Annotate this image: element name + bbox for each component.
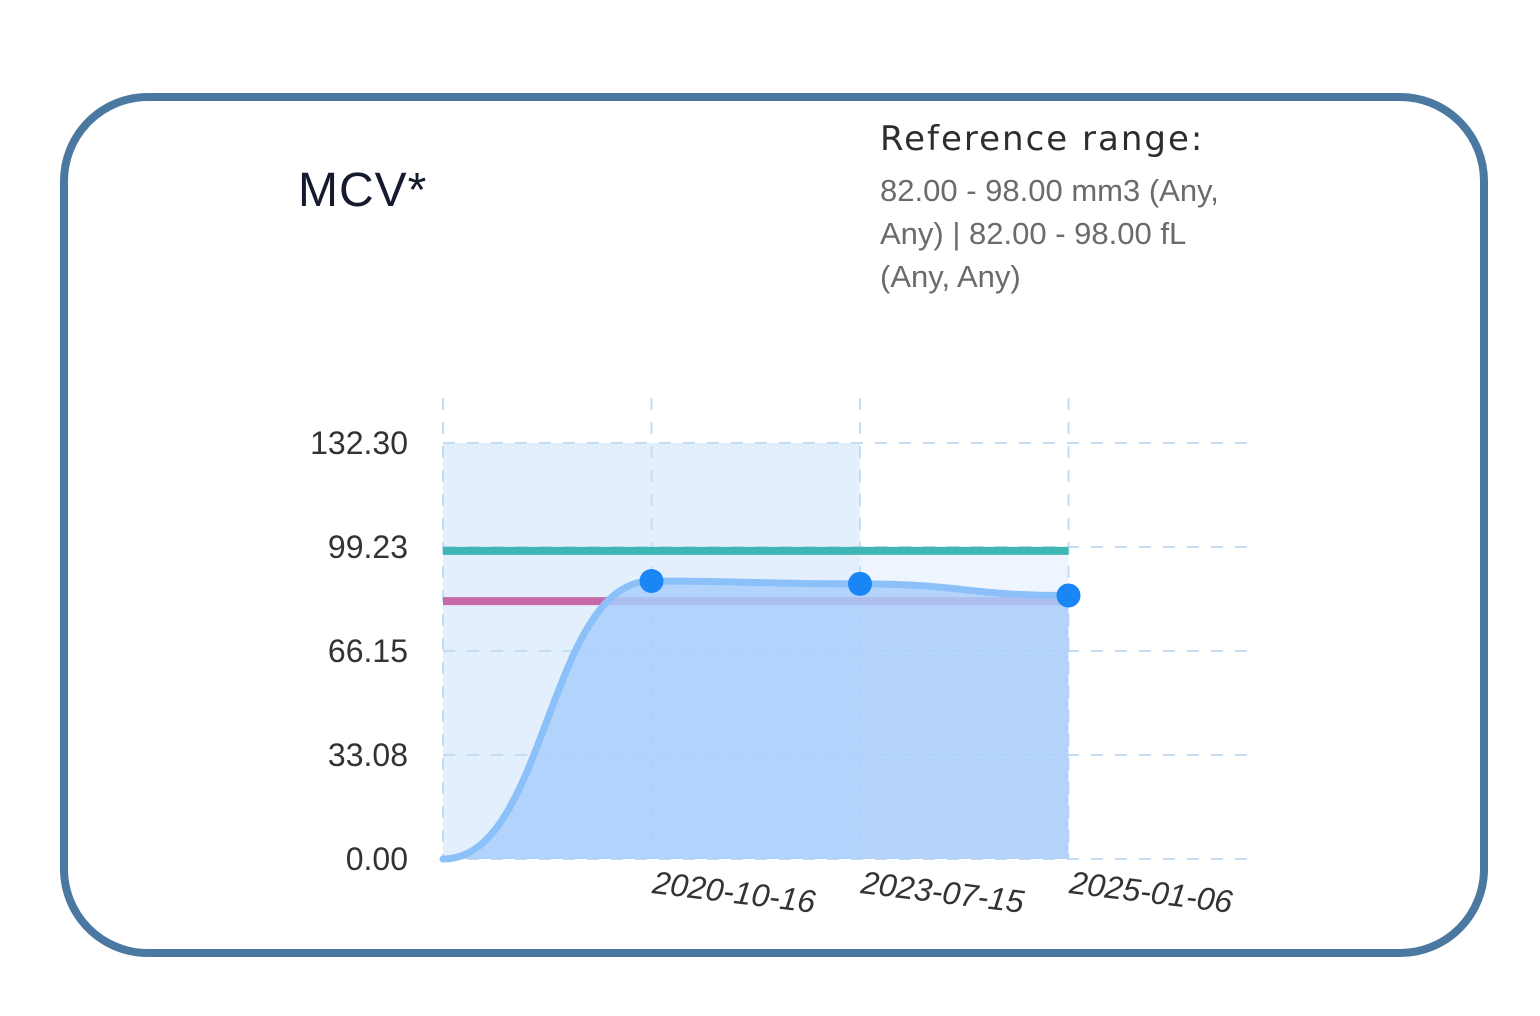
y-axis-ticks: 0.00 33.08 66.15 99.23 132.30 — [310, 425, 408, 877]
series-line — [439, 577, 1072, 863]
x-axis-ticks: 2020-10-16 2023-07-15 2025-01-06 — [650, 864, 1235, 920]
x-tick-label: 2023-07-15 — [858, 864, 1026, 920]
y-tick-label: 99.23 — [328, 529, 408, 565]
y-tick-label: 132.30 — [310, 425, 408, 461]
reference-range-value: 82.00 - 98.00 mm3 (Any, Any) | 82.00 - 9… — [880, 173, 1219, 294]
data-point[interactable] — [639, 569, 664, 594]
series-area — [443, 581, 1069, 859]
chart-series — [439, 569, 1081, 863]
data-point[interactable] — [848, 571, 872, 596]
x-tick-label: 2020-10-16 — [650, 864, 818, 920]
reference-range-label: Reference range: — [880, 119, 1205, 159]
test-title: MCV* — [298, 164, 428, 217]
x-tick-label: 2025-01-06 — [1067, 864, 1235, 920]
y-tick-label: 33.08 — [328, 737, 408, 773]
y-tick-label: 66.15 — [328, 633, 408, 669]
y-tick-label: 0.00 — [346, 841, 408, 877]
data-point[interactable] — [1056, 583, 1081, 608]
